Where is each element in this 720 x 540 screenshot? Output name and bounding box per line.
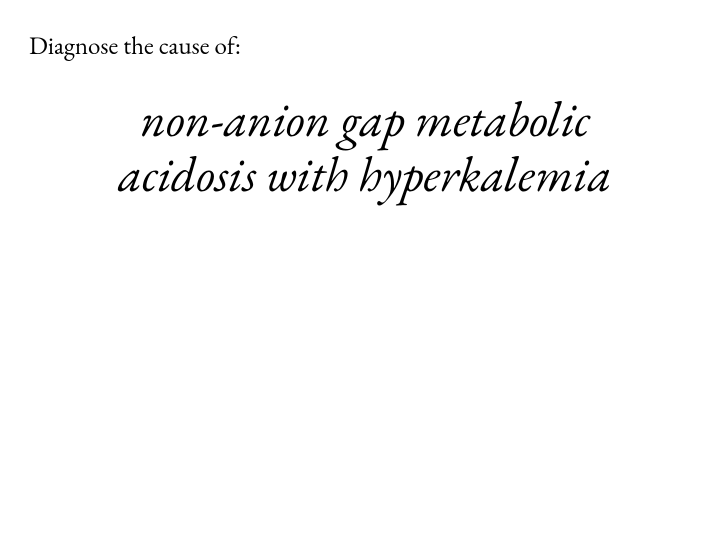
slide: Diagnose the cause of: non-anion gap met… [0,0,720,540]
main-text: non-anion gap metabolic acidosis with hy… [70,92,660,202]
lead-text: Diagnose the cause of: [29,30,689,62]
